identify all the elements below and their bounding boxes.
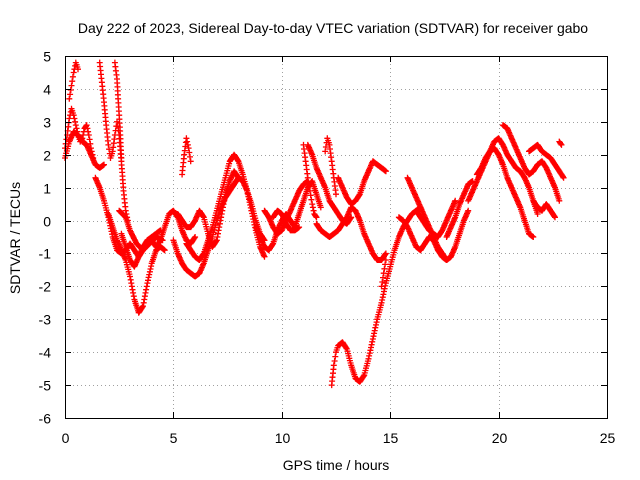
x-tick-label: 0 — [62, 430, 70, 446]
series-track-27 — [443, 178, 476, 240]
y-tick-label: -4 — [39, 345, 52, 361]
y-axis: -6 -5 -4 -3 -2 -1 0 1 2 3 4 5 — [39, 49, 607, 427]
series-track-32 — [530, 197, 558, 221]
series-track-05 — [111, 59, 125, 161]
y-tick-label: 3 — [43, 115, 51, 131]
data-point-marks — [328, 204, 424, 389]
series-track-26 — [395, 214, 450, 263]
series-track-10 — [179, 135, 194, 178]
x-tick-label: 10 — [275, 430, 291, 446]
data-point-marks — [116, 207, 166, 254]
y-axis-label: SDTVAR / TECUs — [7, 182, 23, 294]
series-track-22 — [328, 204, 424, 389]
series-track-19 — [322, 135, 339, 198]
y-tick-label: -3 — [39, 312, 52, 328]
series-track-16 — [270, 207, 303, 234]
x-tick-label: 25 — [600, 430, 616, 446]
x-tick-label: 5 — [170, 430, 178, 446]
data-point-marks — [530, 197, 558, 221]
series-track-25 — [413, 197, 459, 240]
data-point-marks — [526, 141, 567, 181]
series-track-18 — [304, 141, 355, 227]
data-point-marks — [443, 178, 476, 240]
series-track-31 — [526, 141, 567, 181]
data-point-marks — [304, 141, 355, 227]
data-point-marks — [322, 135, 339, 198]
series-track-13 — [174, 168, 242, 250]
y-tick-label: -1 — [39, 246, 52, 262]
data-point-marks — [499, 122, 563, 204]
data-point-marks — [179, 135, 194, 178]
y-tick-label: 2 — [43, 148, 51, 164]
series-track-20 — [335, 158, 389, 208]
data-point-marks — [270, 207, 303, 234]
data-point-marks — [261, 178, 311, 237]
y-tick-label: 1 — [43, 181, 51, 197]
data-point-marks — [105, 211, 168, 316]
x-axis-label: GPS time / hours — [283, 457, 390, 473]
series-track-02 — [66, 59, 81, 102]
grid-lines — [65, 56, 607, 418]
data-point-marks — [335, 158, 389, 208]
data-point-marks — [556, 138, 565, 148]
y-tick-label: 0 — [43, 214, 51, 230]
y-tick-label: 5 — [43, 49, 51, 65]
y-tick-label: 4 — [43, 82, 51, 98]
series-track-33 — [556, 138, 565, 148]
x-tick-label: 15 — [383, 430, 399, 446]
chart-title: Day 222 of 2023, Sidereal Day-to-day VTE… — [78, 20, 588, 36]
data-point-marks — [66, 59, 81, 102]
series-track-07 — [105, 211, 168, 316]
data-point-marks — [174, 168, 242, 250]
y-tick-label: -5 — [39, 378, 52, 394]
x-axis: 0 5 10 15 20 25 — [62, 56, 616, 446]
plot-frame — [65, 56, 608, 419]
series-track-29 — [473, 145, 537, 240]
data-marks — [62, 59, 567, 389]
y-tick-label: -2 — [39, 279, 52, 295]
series-track-21 — [313, 204, 389, 263]
data-point-marks — [395, 214, 450, 263]
series-track-30 — [499, 122, 563, 204]
series-track-23 — [378, 257, 389, 290]
data-point-marks — [413, 197, 459, 240]
data-point-marks — [111, 59, 125, 161]
x-tick-label: 20 — [492, 430, 508, 446]
series-track-15 — [261, 178, 311, 237]
data-point-marks — [313, 204, 389, 263]
series-track-17 — [300, 141, 320, 221]
y-tick-label: -6 — [39, 411, 52, 427]
series-track-09 — [116, 207, 166, 254]
data-point-marks — [378, 257, 389, 290]
data-point-marks — [300, 141, 320, 221]
data-point-marks — [473, 145, 537, 240]
